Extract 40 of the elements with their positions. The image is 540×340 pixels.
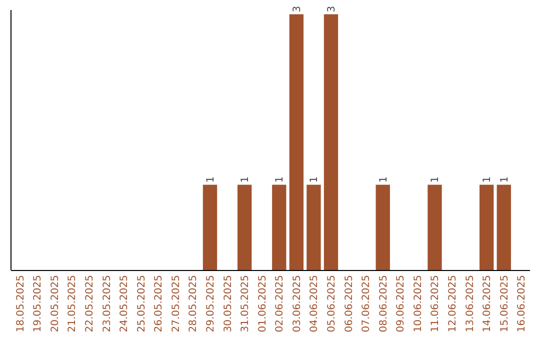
- data-label: 1: [482, 176, 494, 183]
- data-label: 1: [378, 176, 390, 183]
- x-tick-label: 07.06.2025: [361, 275, 372, 332]
- x-tick-label: 06.06.2025: [344, 275, 355, 332]
- x-tick-label: 31.05.2025: [240, 275, 252, 332]
- x-tick-label: 01.06.2025: [257, 275, 268, 332]
- data-label: 1: [499, 176, 510, 183]
- x-tick-label: 28.05.2025: [188, 275, 200, 332]
- data-label: 3: [326, 6, 338, 12]
- x-tick-label: 26.05.2025: [154, 275, 165, 332]
- x-tick-label: 21.05.2025: [67, 275, 78, 332]
- x-tick-label: 19.05.2025: [32, 275, 44, 332]
- x-tick-label: 29.05.2025: [205, 275, 216, 332]
- data-label: 1: [430, 176, 442, 183]
- x-tick-label: 11.06.2025: [430, 275, 442, 332]
- x-tick-label: 05.06.2025: [326, 275, 338, 332]
- x-tick-label: 03.06.2025: [292, 275, 303, 332]
- x-tick-label: 02.06.2025: [274, 275, 286, 332]
- data-label: 1: [309, 176, 320, 183]
- x-tick-label: 12.06.2025: [448, 275, 459, 332]
- x-tick-label: 09.06.2025: [396, 275, 407, 332]
- x-tick-label: 30.05.2025: [222, 275, 234, 332]
- x-tick-label: 08.06.2025: [378, 275, 390, 332]
- x-tick-label: 18.05.2025: [15, 275, 26, 332]
- x-tick-label: 23.05.2025: [102, 275, 113, 332]
- x-tick-label: 16.06.2025: [516, 275, 528, 332]
- x-tick-label: 27.05.2025: [170, 275, 182, 332]
- x-tick-label: 15.06.2025: [499, 275, 510, 332]
- x-tick-label: 24.05.2025: [119, 275, 130, 332]
- x-tick-label: 04.06.2025: [309, 275, 320, 332]
- x-tick-label: 22.05.2025: [84, 275, 96, 332]
- data-label: 1: [274, 176, 286, 183]
- x-tick-label: 10.06.2025: [412, 275, 424, 332]
- x-tick-label: 20.05.2025: [50, 275, 61, 332]
- data-label: 1: [205, 176, 216, 183]
- data-label: 1: [240, 176, 252, 183]
- x-tick-label: 14.06.2025: [482, 275, 494, 332]
- x-tick-label: 25.05.2025: [136, 275, 148, 332]
- data-label: 3: [292, 6, 303, 12]
- x-tick-label: 13.06.2025: [464, 275, 476, 332]
